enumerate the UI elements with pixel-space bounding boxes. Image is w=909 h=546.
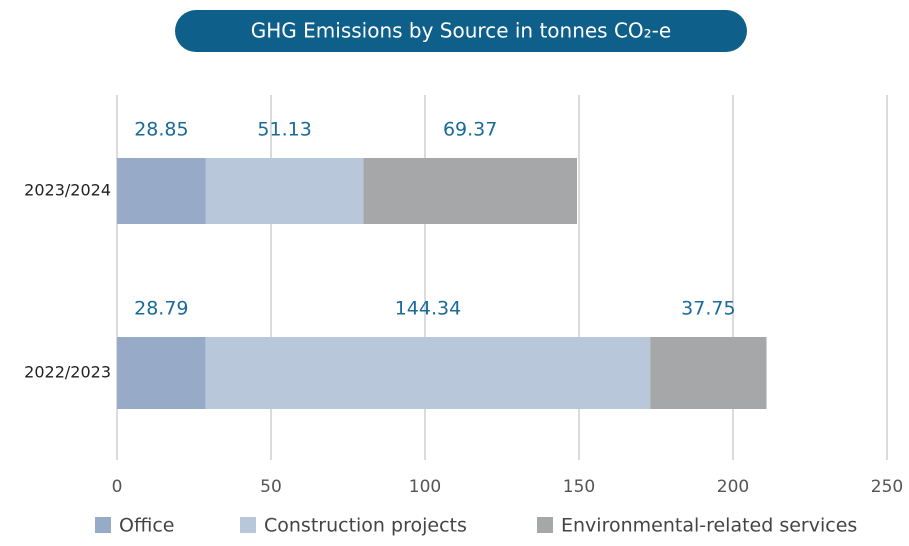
data-label: 144.34 <box>395 298 461 320</box>
bar-segment <box>363 158 577 224</box>
legend-label: Office <box>119 515 174 537</box>
legend-label: Construction projects <box>264 515 467 537</box>
data-label: 37.75 <box>681 298 735 320</box>
legend-swatch <box>240 517 256 533</box>
bar-segment <box>117 337 206 409</box>
x-tick-label: 100 <box>409 477 441 497</box>
x-tick-label: 50 <box>260 477 282 497</box>
x-tick-label: 250 <box>871 477 903 497</box>
data-label: 28.79 <box>134 298 188 320</box>
legend-swatch <box>537 517 553 533</box>
y-tick-label: 2023/2024 <box>24 181 111 200</box>
x-tick-label: 0 <box>112 477 123 497</box>
chart-title: GHG Emissions by Source in tonnes CO₂-e <box>251 19 671 43</box>
y-tick-label: 2022/2023 <box>24 363 111 382</box>
x-tick-label: 200 <box>717 477 749 497</box>
data-label: 28.85 <box>134 119 188 141</box>
bar-segment <box>205 337 651 409</box>
x-tick-label: 150 <box>563 477 595 497</box>
bar-segment <box>205 158 364 224</box>
bar-segment <box>650 337 767 409</box>
legend-swatch <box>95 517 111 533</box>
bar-segment <box>117 158 206 224</box>
data-label: 69.37 <box>443 119 497 141</box>
data-label: 51.13 <box>257 119 311 141</box>
title-pill <box>175 10 747 52</box>
legend-label: Environmental-related services <box>561 515 857 537</box>
